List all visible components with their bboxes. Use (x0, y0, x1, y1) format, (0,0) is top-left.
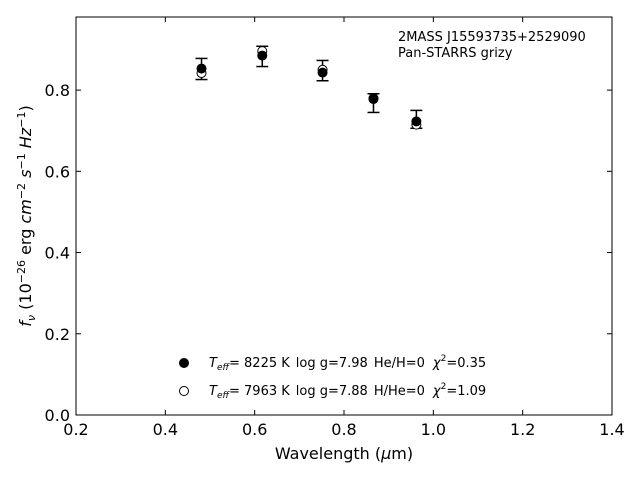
plot-frame (75, 16, 613, 416)
annotation-survey: Pan-STARRS grizy (398, 46, 513, 61)
legend-marker-filled (179, 358, 189, 368)
x-tick-label: 0.4 (153, 420, 178, 439)
ticks: 0.2 0.4 0.6 0.8 1.0 1.2 1.40.00.20.40.60.8 (45, 17, 625, 439)
data-points (196, 46, 422, 130)
x-tick-label: 0.6 (242, 420, 267, 439)
y-tick-label: 0.0 (45, 406, 70, 425)
x-tick-label: 0.2 (63, 420, 88, 439)
annotation-object-name: 2MASS J15593735+2529090 (398, 30, 586, 45)
y-axis-title: fν (10−26 erg cm−2 s−1 Hz−1) (15, 105, 38, 326)
x-tick-label: 1.4 (599, 420, 624, 439)
error-bars (195, 45, 423, 130)
point-filled (196, 63, 207, 74)
x-axis-title: Wavelength (μm) (275, 444, 413, 463)
point-filled (368, 94, 379, 105)
x-tick-label: 0.8 (331, 420, 356, 439)
point-filled (257, 50, 268, 61)
point-filled (411, 116, 422, 127)
y-tick-label: 0.8 (45, 81, 70, 100)
y-tick-label: 0.2 (45, 325, 70, 344)
x-tick-label: 1.0 (421, 420, 446, 439)
legend-marker-open (179, 386, 189, 396)
point-filled (317, 67, 328, 78)
y-tick-label: 0.4 (45, 244, 70, 263)
y-tick-label: 0.6 (45, 162, 70, 181)
x-tick-label: 1.2 (510, 420, 535, 439)
